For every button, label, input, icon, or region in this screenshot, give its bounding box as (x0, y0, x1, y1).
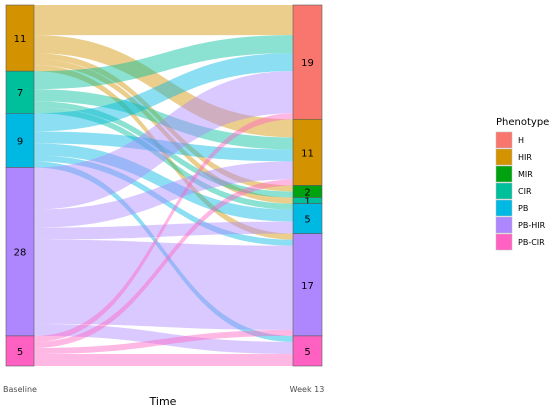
legend-key-pb-hir (495, 216, 513, 234)
week13-node-pb-cir (292, 335, 323, 367)
week13-node-label-h: 19 (301, 58, 314, 69)
legend-key-cir (495, 182, 513, 200)
flow-pb-hir-to-h (34, 71, 293, 210)
week13-node-label-pb-cir: 5 (304, 347, 310, 358)
week13-node-label-cir: 1 (304, 197, 310, 208)
flow-pb-cir-to-pb-hir (34, 329, 293, 354)
week13-node-label-mir: 2 (304, 188, 310, 199)
baseline-node-label-pb-hir: 28 (14, 248, 27, 259)
flow-pb-hir-to-pb-hir (34, 239, 293, 330)
baseline-node-label-hir: 11 (14, 34, 27, 45)
x-axis-title: Time (149, 395, 177, 408)
legend-label-pb: PB (518, 204, 528, 213)
week13-node-hir (292, 119, 323, 186)
legend-title: Phenotype (496, 117, 549, 128)
flow-cir-to-pb (34, 107, 293, 210)
flow-pb-cir-to-hir (34, 179, 293, 348)
flow-pb-hir-to-hir (34, 161, 293, 228)
flow-cir-to-hir (34, 89, 293, 150)
week13-node-label-pb: 5 (304, 215, 310, 226)
baseline-node-pb-cir (5, 335, 35, 367)
baseline-node-pb (5, 113, 35, 168)
week13-node-label-hir: 11 (301, 148, 314, 159)
baseline-node-label-pb-cir: 5 (17, 347, 23, 358)
flow-cir-to-mir (34, 101, 293, 198)
flow-pb-cir-to-h (34, 113, 293, 342)
flow-pb-to-pb (34, 143, 293, 222)
flow-hir-to-h (34, 5, 293, 36)
flow-pb-hir-to-pb-cir (34, 323, 293, 354)
legend: Phenotype H HIR MIR CIR PB PB-HIR PB-CIR (495, 117, 549, 251)
baseline-node-label-cir: 7 (17, 88, 23, 99)
legend-key-hir (495, 148, 513, 166)
baseline-node-cir (5, 70, 35, 114)
flow-hir-to-mir (34, 53, 293, 192)
legend-key-pb-cir (495, 233, 513, 251)
legend-key-h (495, 131, 513, 149)
flow-hir-to-hir (34, 35, 293, 138)
legend-label-cir: CIR (518, 187, 532, 196)
flow-pb-to-hir (34, 131, 293, 162)
week13-node-label-pb-hir: 17 (301, 281, 314, 292)
node-layer: 11 7 9 28 5 19 11 21 5 17 5 (5, 4, 323, 367)
legend-key-mir (495, 165, 513, 183)
flow-layer (34, 5, 293, 366)
legend-key-pb (495, 199, 513, 217)
legend-label-h: H (518, 136, 524, 145)
legend-label-pb-hir: PB-HIR (518, 221, 546, 230)
flow-cir-to-h (34, 35, 293, 90)
flow-pb-to-pb-cir (34, 161, 293, 342)
legend-label-hir: HIR (518, 153, 532, 162)
flow-hir-to-cir (34, 59, 293, 204)
week13-node-pb (292, 203, 323, 234)
flow-pb-cir-to-pb-cir (34, 353, 293, 366)
legend-label-mir: MIR (518, 170, 533, 179)
baseline-node-label-pb: 9 (17, 136, 23, 147)
flow-pb-to-h (34, 53, 293, 132)
x-tick-baseline: Baseline (3, 385, 37, 394)
x-tick-week13: Week 13 (290, 385, 325, 394)
flow-pb-to-pb-hir (34, 155, 293, 246)
flow-hir-to-pb-hir (34, 65, 293, 240)
legend-label-pb-cir: PB-CIR (518, 238, 545, 247)
flow-pb-hir-to-pb (34, 221, 293, 240)
baseline-node-pb-hir (5, 167, 35, 337)
